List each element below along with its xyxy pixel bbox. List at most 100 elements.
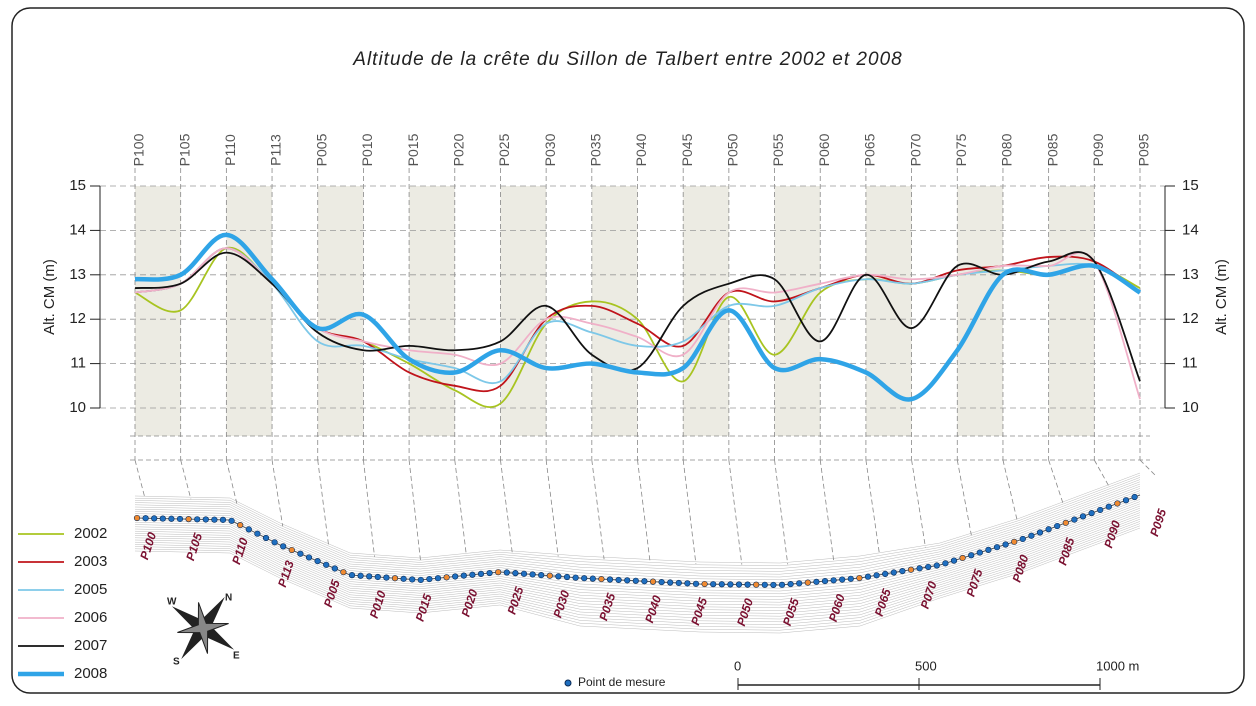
- y2-tick-label: 14: [1182, 221, 1199, 238]
- legend-label: 2002: [74, 525, 107, 542]
- band: [317, 186, 364, 436]
- band: [409, 186, 455, 436]
- measure-point: [538, 571, 545, 579]
- measure-point: [993, 544, 1001, 551]
- measure-point: [606, 576, 614, 583]
- profile-label: P025: [496, 133, 512, 166]
- measure-point: [529, 571, 536, 578]
- measure-point: [813, 578, 820, 585]
- measure-point: [735, 581, 743, 588]
- measure-point: [512, 570, 519, 577]
- measure-point: [667, 579, 674, 586]
- measure-point: [340, 569, 347, 576]
- point-legend-marker: [564, 679, 572, 687]
- profile-connector: [956, 459, 972, 536]
- measure-point: [151, 515, 158, 522]
- measure-point: [727, 581, 734, 588]
- measure-point: [469, 571, 476, 578]
- measure-point: [1054, 522, 1061, 530]
- measure-point: [228, 517, 235, 524]
- measure-point: [142, 515, 149, 522]
- measure-point: [598, 575, 605, 583]
- compass: N E S W: [167, 593, 240, 668]
- measure-point: [1122, 497, 1130, 504]
- band: [226, 186, 273, 436]
- y-tick-label: 15: [69, 177, 86, 194]
- measure-point: [486, 569, 493, 577]
- profile-connector: [271, 459, 284, 527]
- measure-point: [778, 581, 786, 588]
- measure-point: [202, 516, 209, 523]
- profile-connector: [819, 459, 835, 561]
- profile-connector: [682, 459, 697, 564]
- measure-point: [744, 581, 751, 588]
- profile-connector: [454, 459, 467, 556]
- scale-label: 1000 m: [1096, 658, 1139, 673]
- measure-point: [864, 573, 872, 580]
- measure-point: [1019, 535, 1026, 543]
- measure-point: [856, 574, 863, 582]
- measure-point: [443, 574, 450, 581]
- measure-point: [787, 580, 794, 588]
- measure-point: [950, 557, 958, 564]
- measure-point: [675, 579, 682, 587]
- measure-point: [194, 516, 201, 523]
- profile-connector: [911, 459, 926, 548]
- measure-point: [374, 573, 381, 581]
- measure-point: [1002, 541, 1009, 548]
- measure-point: [1036, 529, 1044, 536]
- measure-point: [297, 550, 304, 557]
- measure-point: [942, 560, 949, 567]
- legend-label: 2006: [74, 609, 107, 626]
- measure-point: [185, 516, 192, 523]
- profile-label: P005: [313, 133, 329, 166]
- profile-label: P110: [222, 134, 238, 166]
- measure-point: [237, 521, 244, 529]
- measure-point: [495, 569, 502, 576]
- profile-connector: [545, 459, 559, 557]
- profile-label: P045: [679, 133, 695, 166]
- measure-point: [133, 514, 141, 522]
- profile-label: P113: [268, 134, 284, 166]
- profile-label: P100: [131, 133, 147, 166]
- measure-point: [477, 570, 485, 578]
- profile-connector: [1002, 459, 1018, 521]
- measure-point: [933, 562, 940, 569]
- profile-connector: [408, 459, 421, 560]
- measure-point: [658, 578, 665, 586]
- measure-point: [692, 580, 700, 587]
- measure-point: [1105, 503, 1112, 510]
- series-line: [134, 251, 1141, 382]
- measure-point: [632, 577, 639, 584]
- profile-label: P065: [862, 133, 878, 166]
- measure-point: [770, 581, 777, 589]
- measure-point: [1062, 519, 1069, 526]
- measure-point: [409, 576, 416, 583]
- chart-title: Altitude de la crête du Sillon de Talber…: [352, 49, 902, 70]
- profile-connector: [134, 459, 146, 499]
- profile-label: P105: [176, 133, 192, 166]
- measure-point: [503, 569, 510, 576]
- measure-point: [830, 577, 837, 584]
- point-legend: Point de mesure: [578, 675, 666, 689]
- band: [774, 186, 821, 436]
- y-tick-label: 14: [69, 221, 86, 238]
- profile-label: P010: [359, 133, 375, 166]
- measure-point: [460, 572, 467, 579]
- y-tick-label: 12: [69, 310, 86, 327]
- profile-label: P085: [1044, 133, 1060, 166]
- measure-point: [452, 573, 459, 580]
- y2-tick-label: 12: [1182, 310, 1199, 327]
- measure-point: [391, 575, 399, 582]
- profile-connector: [1139, 459, 1156, 476]
- profile-label: P095: [1136, 133, 1152, 166]
- profile-label: P055: [770, 133, 786, 166]
- measure-point: [348, 572, 356, 579]
- measure-point: [546, 572, 553, 579]
- y2-tick-label: 11: [1182, 355, 1198, 372]
- measure-point: [1045, 526, 1052, 533]
- profile-connector: [591, 459, 605, 560]
- measure-point: [262, 534, 270, 542]
- measure-point: [796, 580, 803, 587]
